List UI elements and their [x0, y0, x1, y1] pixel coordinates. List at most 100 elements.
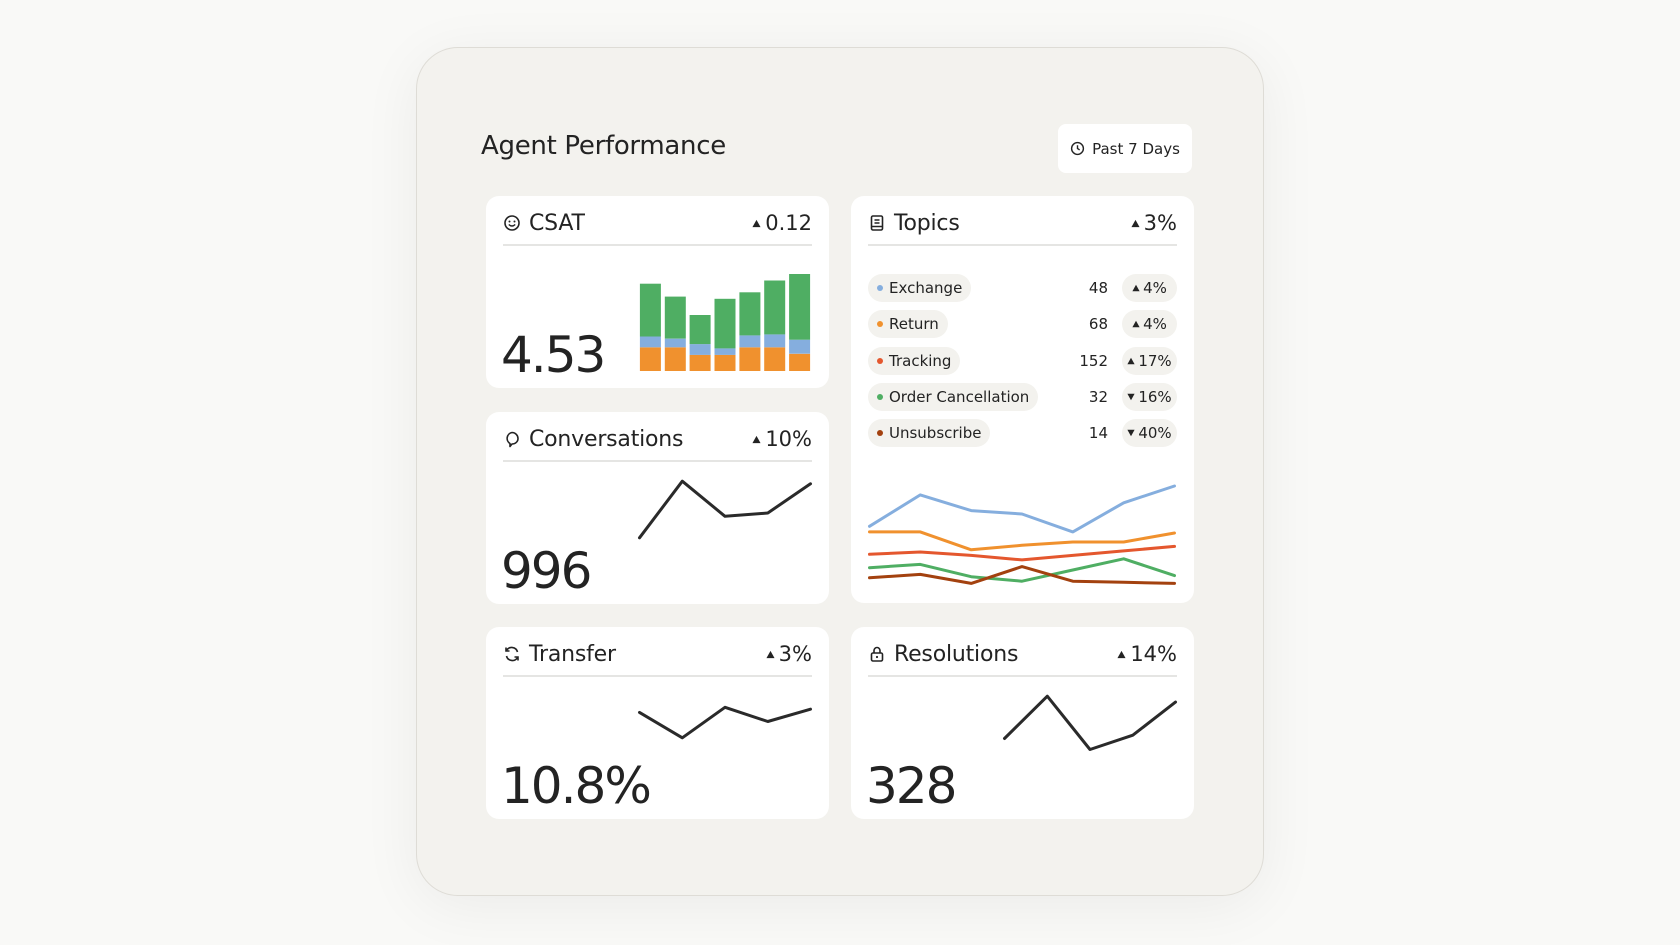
bar-segment: [639, 336, 661, 348]
card-delta-value: 3%: [1143, 211, 1177, 235]
topic-count: 152: [1079, 351, 1108, 370]
clock-icon: [1070, 141, 1085, 156]
card-value: 4.53: [501, 326, 606, 384]
bar-segment: [764, 334, 786, 348]
card-icon: [504, 215, 520, 231]
bar-segment: [664, 296, 686, 339]
bar-segment: [764, 280, 786, 335]
bar-segment: [789, 339, 811, 354]
card-delta: 3%: [766, 642, 812, 666]
divider: [868, 675, 1177, 677]
card-header: CSAT 0.12: [503, 207, 812, 239]
trend-line: [868, 484, 1176, 534]
card-delta-value: 0.12: [765, 211, 812, 235]
bar-segment: [689, 354, 711, 371]
metric-card: Transfer 3% 10.8%: [486, 627, 829, 819]
topic-delta: 17%: [1138, 351, 1172, 370]
arrow-shape: [1127, 357, 1135, 364]
card-title: Topics: [894, 210, 960, 236]
card-delta-value: 14%: [1130, 642, 1177, 666]
bar-chart: [639, 274, 811, 371]
card-title: CSAT: [529, 210, 585, 236]
topic-dot: [877, 321, 883, 328]
bar-segment: [714, 354, 736, 371]
bar-segment: [664, 347, 686, 371]
arrow-shape: [1132, 321, 1140, 328]
topic-name-pill: Exchange: [868, 274, 972, 302]
page-title: Agent Performance: [481, 131, 726, 161]
date-range-button[interactable]: Past 7 Days: [1058, 124, 1192, 173]
bar-segment: [789, 353, 811, 371]
card-value: 10.8%: [501, 757, 652, 815]
delta-arrow: [1131, 219, 1140, 227]
card-header: Topics 3%: [868, 207, 1177, 239]
card-delta: 14%: [1117, 642, 1177, 666]
trend-line: [638, 705, 812, 740]
delta-arrow: [766, 650, 775, 658]
trend-line: [868, 557, 1176, 583]
card-title: Transfer: [529, 641, 616, 667]
topic-delta: 16%: [1138, 387, 1172, 406]
topic-dot: [877, 430, 883, 437]
topic-delta: 4%: [1143, 315, 1167, 334]
topic-row: Return 68 4%: [868, 310, 1177, 339]
card-value: 996: [501, 542, 592, 600]
divider: [503, 244, 812, 246]
metric-card: Resolutions 14% 328: [851, 627, 1194, 819]
divider: [868, 244, 1177, 246]
delta-arrow: [1127, 357, 1135, 364]
card-header: Conversations 10%: [503, 423, 812, 455]
trend-line: [868, 565, 1176, 585]
topic-name: Tracking: [889, 351, 952, 370]
topic-delta: 4%: [1143, 279, 1167, 297]
arrow-shape: [1127, 393, 1135, 401]
topic-delta-pill: 16%: [1122, 382, 1177, 411]
bar-segment: [739, 292, 761, 336]
metric-card: Conversations 10% 996: [486, 412, 829, 604]
topic-delta-pill: 4%: [1122, 310, 1177, 339]
topic-row: Unsubscribe 14 40%: [868, 419, 1177, 448]
date-range-label: Past 7 Days: [1092, 139, 1180, 158]
card-icon: [505, 646, 519, 662]
metric-card: Topics 3% Exchange 48 4% Return 68 4% Tracking 15…: [851, 196, 1194, 603]
bar-segment: [639, 347, 661, 371]
metric-card: CSAT 0.12 4.53: [486, 196, 829, 388]
card-icon: [870, 215, 884, 231]
topic-count: 48: [1088, 279, 1108, 297]
card-delta: 0.12: [752, 211, 812, 235]
card-icon: [870, 646, 884, 662]
topic-count: 68: [1088, 315, 1108, 334]
card-value: 328: [866, 757, 957, 815]
card-title: Resolutions: [894, 641, 1019, 667]
topic-delta-pill: 40%: [1122, 419, 1177, 448]
bar-segment: [664, 338, 686, 348]
topic-name-pill: Unsubscribe: [868, 419, 991, 448]
trend-line: [1003, 694, 1177, 751]
topic-row: Tracking 152 17%: [868, 346, 1177, 375]
card-delta-value: 10%: [765, 427, 812, 451]
bar-segment: [689, 315, 711, 345]
divider: [503, 460, 812, 462]
topic-row: Exchange 48 4%: [868, 274, 1177, 302]
delta-arrow: [1127, 393, 1135, 401]
bar-segment: [739, 335, 761, 348]
topic-count: 32: [1088, 387, 1108, 406]
card-delta: 3%: [1131, 211, 1177, 235]
delta-arrow: [1117, 650, 1126, 658]
topic-count: 14: [1088, 424, 1108, 443]
card-header: Resolutions 14%: [868, 638, 1177, 670]
trend-line: [638, 479, 812, 540]
arrow-shape: [1131, 219, 1140, 227]
topic-dot: [877, 393, 883, 400]
topic-name-pill: Return: [868, 310, 948, 339]
trend-line: [868, 530, 1176, 552]
bar-segment: [714, 348, 736, 355]
bar-segment: [689, 344, 711, 355]
topic-name: Order Cancellation: [889, 387, 1030, 406]
arrow-shape: [766, 650, 775, 658]
bar-segment: [639, 283, 661, 337]
arrow-shape: [1117, 650, 1126, 658]
topic-name: Unsubscribe: [889, 424, 982, 443]
delta-arrow: [752, 219, 761, 227]
